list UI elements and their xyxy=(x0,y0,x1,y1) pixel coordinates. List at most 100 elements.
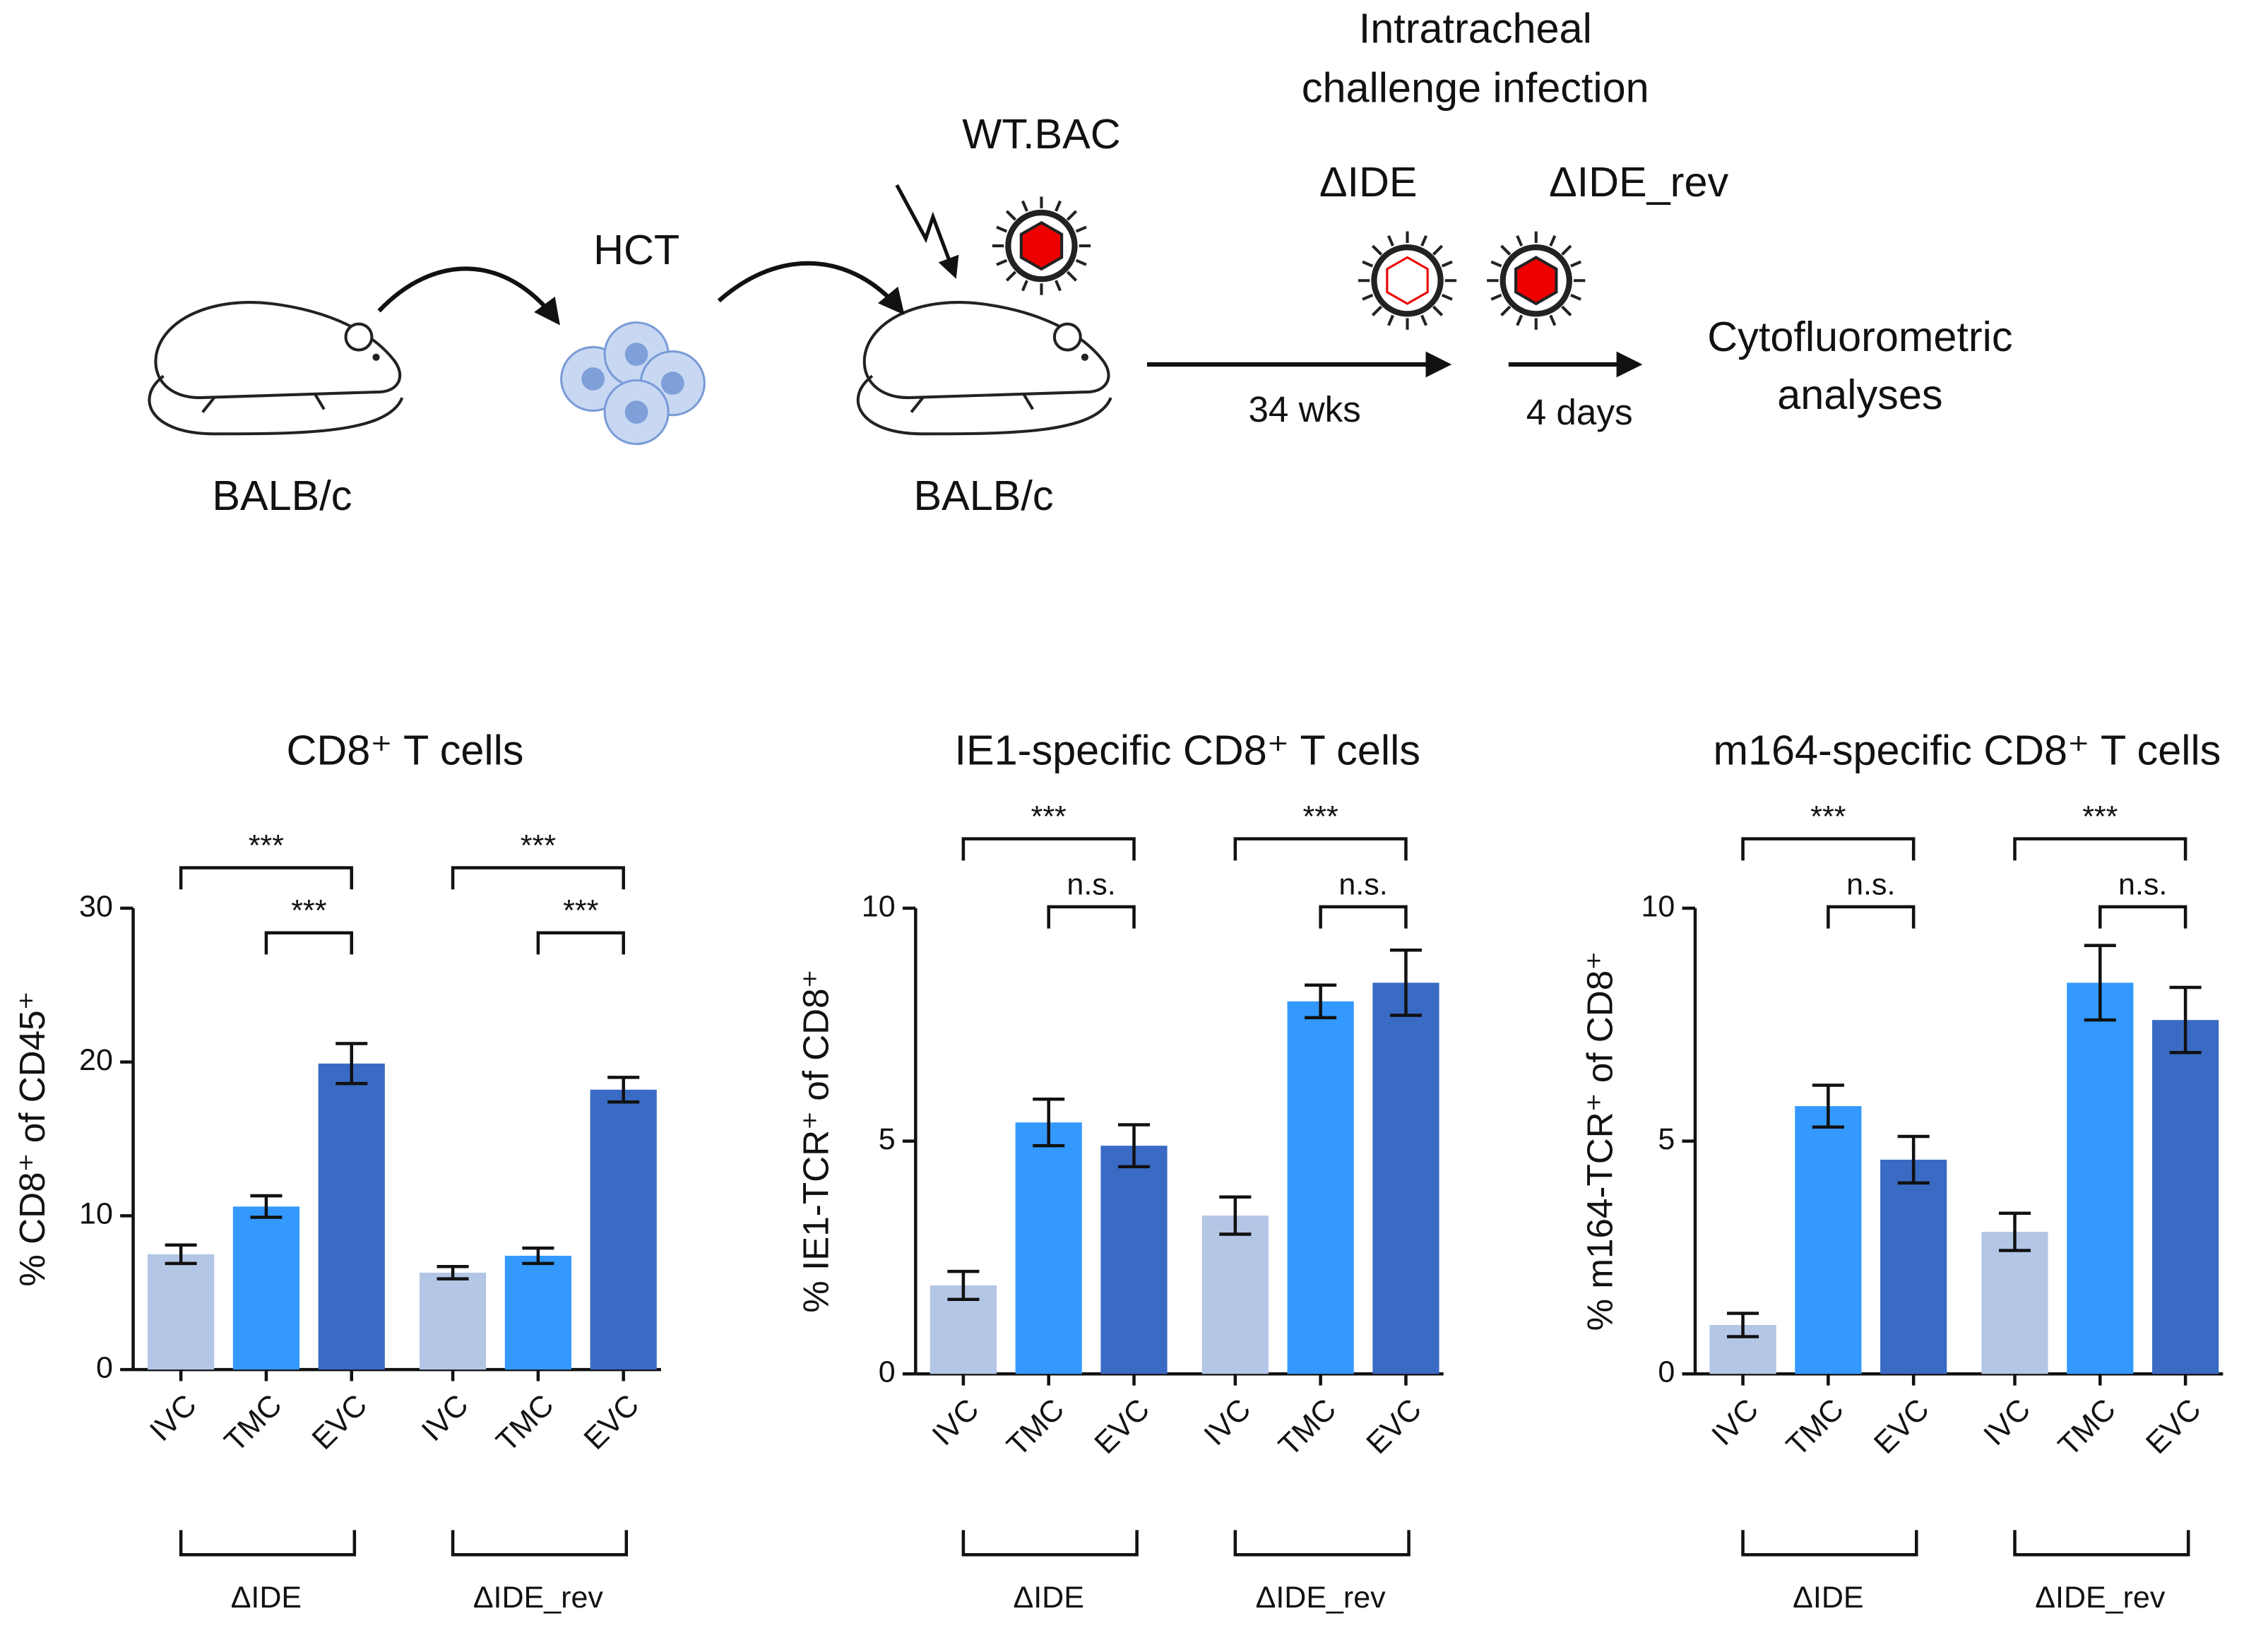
label: ΔIDE xyxy=(1319,158,1418,206)
x-tick-label: EVC xyxy=(1360,1392,1427,1460)
bar xyxy=(1880,1159,1947,1374)
error-bar xyxy=(1998,1211,2031,1252)
error-bar xyxy=(1305,983,1337,1020)
chart-title: m164-specific CD8⁺ T cells xyxy=(1714,726,2221,773)
x-tick-label: IVC xyxy=(1198,1392,1258,1452)
y-axis-label: % IE1-TCR⁺ of CD8⁺ xyxy=(796,969,836,1312)
group-bracket xyxy=(1741,1530,1918,1557)
error-bar xyxy=(947,1269,980,1301)
significance-bracket xyxy=(2013,837,2187,861)
label: 34 wks xyxy=(1248,389,1360,429)
group-label: ΔIDE xyxy=(231,1581,302,1615)
error-bar xyxy=(2084,944,2116,1022)
label: ΔIDE_rev xyxy=(1549,158,1728,206)
group-bracket xyxy=(1233,1530,1411,1557)
significance-label: n.s. xyxy=(1846,868,1895,902)
x-tick-label: EVC xyxy=(1868,1392,1935,1460)
y-tick-label: 5 xyxy=(879,1122,896,1156)
error-bar xyxy=(1389,948,1422,1017)
x-tick-label: IVC xyxy=(415,1388,475,1448)
x-tick-label: TMC xyxy=(2052,1392,2122,1463)
y-tick-label: 10 xyxy=(862,889,896,923)
bar xyxy=(504,1255,571,1370)
label: WT.BAC xyxy=(962,110,1120,158)
group-label: ΔIDE_rev xyxy=(473,1581,604,1615)
x-tick-label: TMC xyxy=(1780,1392,1851,1463)
bar xyxy=(1201,1216,1269,1374)
x-tick-label: TMC xyxy=(1000,1392,1071,1463)
label: HCT xyxy=(593,226,679,273)
x-tick-label: IVC xyxy=(1977,1392,2037,1452)
x-tick-label: IVC xyxy=(926,1392,986,1452)
x-tick-label: TMC xyxy=(1272,1392,1343,1463)
x-tick-label: TMC xyxy=(218,1388,289,1458)
y-tick-label: 0 xyxy=(1658,1355,1675,1389)
bar xyxy=(1100,1146,1168,1374)
significance-bracket xyxy=(1827,905,1916,929)
virus-icon xyxy=(1358,232,1456,330)
label: challenge infection xyxy=(1302,64,1649,112)
bar xyxy=(148,1254,215,1370)
error-bar xyxy=(1727,1312,1759,1338)
group-label: ΔIDE xyxy=(1013,1581,1083,1615)
label: Intratracheal xyxy=(1359,5,1592,52)
significance-label: *** xyxy=(291,893,326,927)
y-tick-label: 10 xyxy=(1641,889,1675,923)
x-tick-label: EVC xyxy=(1088,1392,1156,1460)
error-bar xyxy=(250,1194,283,1219)
y-axis-label: % m164-TCR⁺ of CD8⁺ xyxy=(1579,951,1620,1331)
virus-icon xyxy=(992,196,1091,295)
virus-icon xyxy=(1487,232,1585,330)
group-bracket xyxy=(961,1530,1139,1557)
group-label: ΔIDE_rev xyxy=(2035,1581,2166,1615)
bar xyxy=(1981,1232,2048,1374)
error-bar xyxy=(2169,985,2202,1054)
significance-bracket xyxy=(264,931,353,955)
bar xyxy=(419,1272,487,1370)
significance-label: *** xyxy=(521,828,556,862)
label: analyses xyxy=(1777,371,1942,418)
bar xyxy=(2067,982,2134,1374)
error-bar xyxy=(607,1076,640,1104)
bar xyxy=(1287,1001,1354,1374)
label: 4 days xyxy=(1526,392,1633,432)
chart-title: IE1-specific CD8⁺ T cells xyxy=(955,726,1420,773)
y-tick-label: 0 xyxy=(96,1350,113,1384)
y-axis-label: % CD8⁺ of CD45⁺ xyxy=(12,991,52,1286)
group-bracket xyxy=(179,1530,357,1557)
x-tick-label: EVC xyxy=(2139,1392,2207,1460)
chart: IE1-specific CD8⁺ T cells % IE1-TCR⁺ of C… xyxy=(796,726,1444,1615)
error-bar xyxy=(165,1243,197,1266)
bar xyxy=(232,1206,300,1370)
bar xyxy=(1015,1122,1082,1374)
x-tick-label: TMC xyxy=(490,1388,561,1458)
error-bar xyxy=(1897,1134,1930,1185)
significance-bracket xyxy=(2098,905,2187,929)
significance-bracket xyxy=(961,837,1136,861)
significance-label: n.s. xyxy=(1338,868,1387,902)
label: BALB/c xyxy=(914,472,1054,519)
mouse-icon xyxy=(858,302,1111,434)
x-tick-label: EVC xyxy=(578,1388,646,1456)
error-bar xyxy=(437,1264,469,1280)
label: Cytofluorometric xyxy=(1707,313,2012,360)
significance-bracket xyxy=(1319,905,1408,929)
bar xyxy=(1372,982,1439,1374)
y-tick-label: 5 xyxy=(1658,1122,1675,1156)
significance-bracket xyxy=(451,866,625,890)
chart: m164-specific CD8⁺ T cells % m164-TCR⁺ of… xyxy=(1579,726,2224,1615)
significance-label: *** xyxy=(2082,800,2118,833)
error-bar xyxy=(1219,1195,1252,1236)
error-bar xyxy=(1812,1083,1844,1129)
significance-label: *** xyxy=(563,893,598,927)
significance-label: *** xyxy=(1303,800,1338,833)
irradiation-icon xyxy=(895,184,959,279)
significance-bracket xyxy=(179,866,353,890)
schematic: HCT WT.BAC Intratracheal challenge infec… xyxy=(149,5,2013,519)
bar xyxy=(2152,1020,2219,1374)
error-bar xyxy=(336,1042,368,1086)
significance-bracket xyxy=(1233,837,1408,861)
chart-title: CD8⁺ T cells xyxy=(286,726,523,773)
